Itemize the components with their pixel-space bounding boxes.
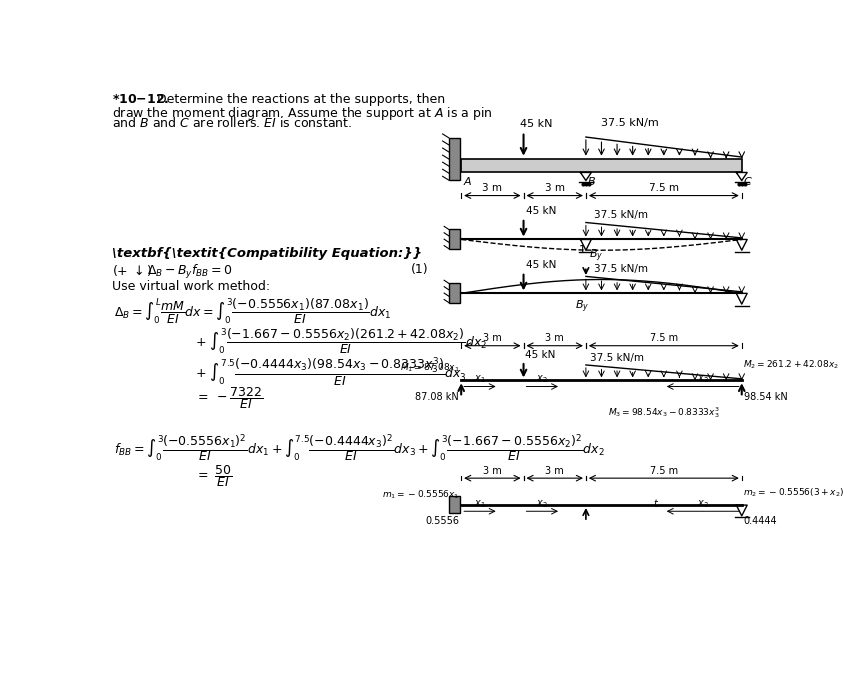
Text: $B_y$: $B_y$ — [575, 298, 589, 315]
Text: $x_1$: $x_1$ — [474, 498, 485, 510]
Text: 0.5556: 0.5556 — [426, 516, 460, 526]
Text: 37.5 kN/m: 37.5 kN/m — [593, 210, 648, 220]
Text: 3 m: 3 m — [483, 333, 502, 343]
Text: $\mathbf{*10{-}12.}$: $\mathbf{*10{-}12.}$ — [112, 93, 170, 106]
Bar — [449, 284, 460, 303]
Text: $x_1$: $x_1$ — [474, 373, 485, 385]
Text: $=\ \dfrac{50}{EI}$: $=\ \dfrac{50}{EI}$ — [196, 463, 233, 489]
Text: $+\ \int_0^3 \dfrac{(-1.667 - 0.5556x_2)(261.2 + 42.08x_2)}{EI}dx_2$: $+\ \int_0^3 \dfrac{(-1.667 - 0.5556x_2)… — [196, 326, 488, 356]
Text: $(+\ \downarrow)$: $(+\ \downarrow)$ — [112, 262, 153, 277]
Text: 3 m: 3 m — [546, 466, 564, 476]
Text: draw the moment diagram. Assume the support at $A$ is a pin: draw the moment diagram. Assume the supp… — [112, 105, 493, 122]
Text: 3 m: 3 m — [483, 466, 502, 476]
Text: 1: 1 — [578, 245, 586, 255]
Text: 45 kN: 45 kN — [526, 206, 556, 216]
Text: 7.5 m: 7.5 m — [649, 466, 678, 476]
Text: $f_{BB} = \int_0^3 \dfrac{(-0.5556x_1)^2}{EI}dx_1 + \int_0^{7.5} \dfrac{(-0.4444: $f_{BB} = \int_0^3 \dfrac{(-0.5556x_1)^2… — [114, 432, 605, 464]
Text: 37.5 kN/m: 37.5 kN/m — [590, 353, 643, 362]
Text: $C$: $C$ — [743, 175, 753, 187]
Text: Determine the reactions at the supports, then: Determine the reactions at the supports,… — [156, 93, 445, 106]
Text: 37.5 kN/m: 37.5 kN/m — [602, 118, 659, 128]
Text: $M_2 = 261.2 + 42.08x_2$: $M_2 = 261.2 + 42.08x_2$ — [743, 358, 839, 371]
Text: $M_1 = 87.08x_1$: $M_1 = 87.08x_1$ — [400, 362, 460, 374]
Text: (1): (1) — [411, 262, 428, 275]
Text: $t$: $t$ — [653, 496, 659, 509]
Text: 3 m: 3 m — [482, 183, 502, 193]
Text: Use virtual work method:: Use virtual work method: — [112, 280, 270, 293]
Bar — [462, 158, 742, 173]
Bar — [449, 138, 460, 180]
Text: 7.5 m: 7.5 m — [649, 183, 679, 193]
Text: $+\ \int_0^{7.5} \dfrac{(-0.4444x_3)(98.54x_3 - 0.8333x_3^3)}{EI}dx_3$: $+\ \int_0^{7.5} \dfrac{(-0.4444x_3)(98.… — [196, 356, 468, 389]
Text: $\Delta_B - B_y f_{BB} = 0$: $\Delta_B - B_y f_{BB} = 0$ — [146, 262, 232, 281]
Text: 45 kN: 45 kN — [526, 260, 556, 270]
Text: $x_2$: $x_2$ — [536, 498, 548, 510]
Text: 7.5 m: 7.5 m — [649, 333, 678, 343]
Text: 37.5 kN/m: 37.5 kN/m — [593, 264, 648, 274]
Text: 87.08 kN: 87.08 kN — [415, 392, 459, 402]
Text: $A$: $A$ — [462, 175, 473, 187]
Text: $=\ -\dfrac{7322}{EI}$: $=\ -\dfrac{7322}{EI}$ — [196, 385, 264, 411]
Text: 45 kN: 45 kN — [525, 350, 555, 360]
Text: 45 kN: 45 kN — [520, 120, 553, 129]
Text: 3 m: 3 m — [545, 183, 564, 193]
Text: 0.4444: 0.4444 — [743, 516, 777, 526]
Text: $B_y$: $B_y$ — [589, 248, 604, 264]
Text: $x_3$: $x_3$ — [697, 373, 709, 385]
Text: $B$: $B$ — [587, 175, 597, 187]
Bar — [449, 496, 460, 513]
Bar — [449, 229, 460, 249]
Text: and $B$ and $C$ are rollers. $EI$ is constant.: and $B$ and $C$ are rollers. $EI$ is con… — [112, 116, 353, 131]
Text: \textbf{\textit{Compatibility Equation:}}: \textbf{\textit{Compatibility Equation:}… — [112, 247, 422, 260]
Text: $x_3$: $x_3$ — [697, 498, 709, 510]
Text: $m_2 = -0.5556(3 + x_2)$: $m_2 = -0.5556(3 + x_2)$ — [743, 486, 845, 499]
Text: $m_1 = -0.5556x_1$: $m_1 = -0.5556x_1$ — [382, 489, 460, 501]
Text: $\Delta_B = \int_0^L \dfrac{mM}{EI}dx = \int_0^3 \dfrac{(-0.5556x_1)(87.08x_1)}{: $\Delta_B = \int_0^L \dfrac{mM}{EI}dx = … — [114, 297, 392, 327]
Text: $x_2$: $x_2$ — [536, 373, 548, 385]
Text: 3 m: 3 m — [546, 333, 564, 343]
Text: $M_3 = 98.54x_3 - 0.8333x_3^3$: $M_3 = 98.54x_3 - 0.8333x_3^3$ — [608, 405, 720, 420]
Text: 98.54 kN: 98.54 kN — [744, 392, 788, 402]
